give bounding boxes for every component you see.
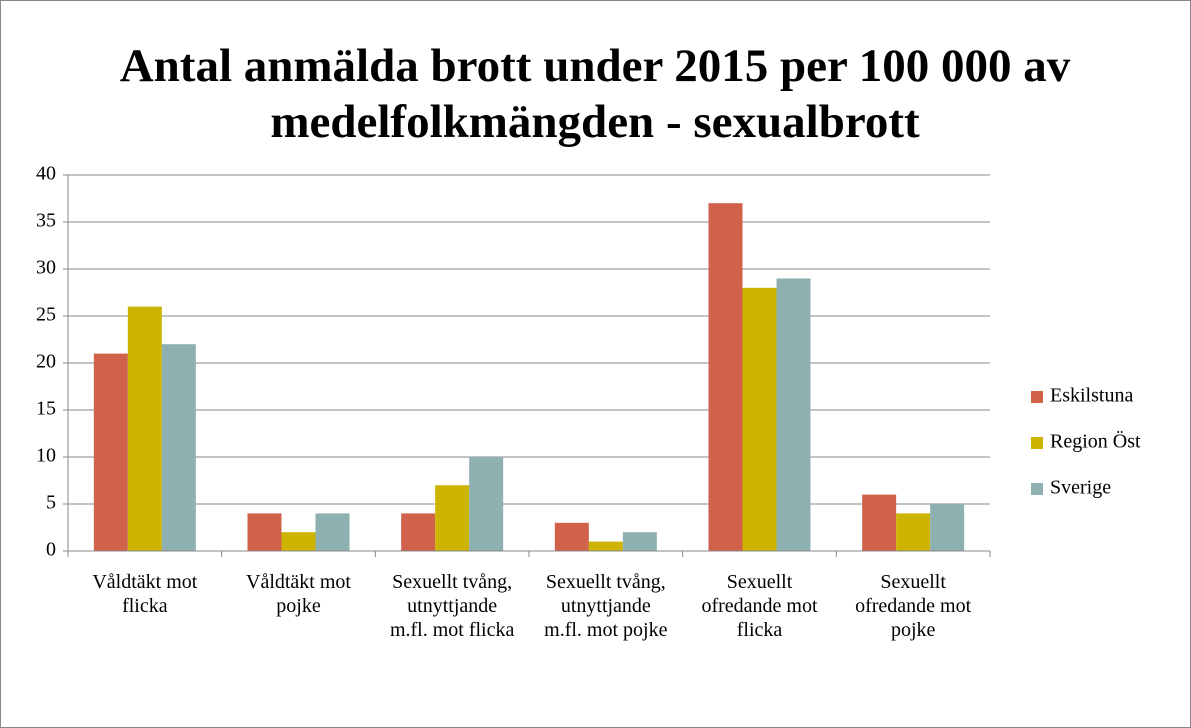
legend-swatch [1031,391,1043,403]
bar [588,541,623,551]
bar [281,532,316,551]
bar [247,513,282,551]
legend-swatch [1031,437,1043,449]
legend-swatch [1031,483,1043,495]
y-tick-label: 40 [36,163,56,185]
y-tick-label: 15 [36,398,56,420]
y-tick-label: 5 [46,492,56,514]
x-tick-label: Våldtäkt mot pojke [246,571,351,617]
legend-label: Region Öst [1050,430,1141,453]
bar [93,353,128,551]
y-tick-label: 30 [36,257,56,279]
y-tick-label: 20 [36,351,56,373]
x-tick-label: Sexuellt tvång, utnyttjande m.fl. mot po… [544,571,668,641]
y-tick-label: 25 [36,304,56,326]
bar [622,532,657,551]
legend-label: Sverige [1050,477,1111,499]
bar [315,513,350,551]
y-tick-label: 10 [36,445,56,467]
bar [896,513,931,551]
bar [161,344,196,551]
x-tick-label: Sexuellt tvång, utnyttjande m.fl. mot fl… [389,571,515,641]
x-tick-label: Sexuellt ofredande mot flicka [701,571,818,641]
bar [930,504,965,551]
y-tick-label: 35 [36,210,56,232]
bar [554,522,589,551]
bar [708,203,743,551]
bar [127,306,162,551]
bar [776,278,811,551]
y-tick-label: 0 [46,539,56,561]
legend-label: Eskilstuna [1050,385,1133,407]
chart-title: Antal anmälda brott under 2015 per 100 0… [119,40,1071,148]
bar [862,494,897,551]
bar [469,457,504,551]
bar [742,287,777,551]
bar [435,485,470,551]
x-tick-label: Våldtäkt mot flicka [92,571,198,617]
x-tick-label: Sexuellt ofredande mot pojke [855,571,972,641]
bar [401,513,436,551]
